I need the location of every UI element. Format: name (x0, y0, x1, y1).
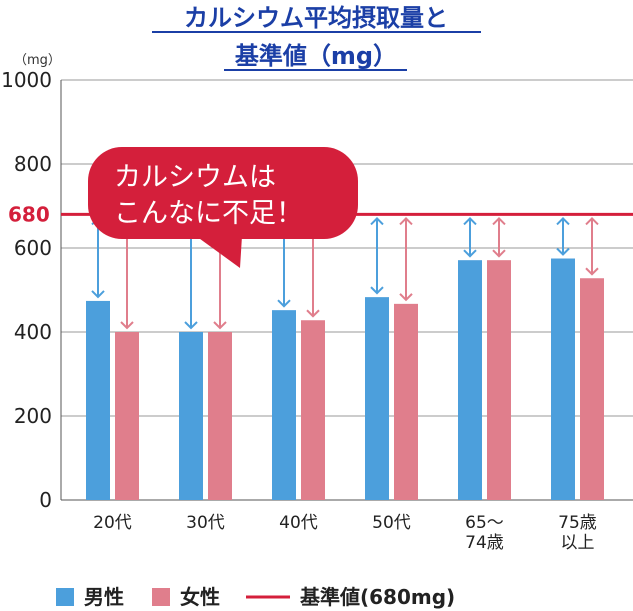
legend-swatch-male (56, 588, 74, 606)
arrow-head (399, 216, 413, 226)
bar-female (115, 332, 139, 500)
grid-lines (60, 79, 633, 501)
reference-value-label: 680 (8, 202, 50, 226)
y-tick-labels: 0 200 400 600 800 1000 (1, 68, 52, 512)
arrow-head (370, 286, 384, 295)
bar-male (551, 258, 575, 500)
arrow-head (585, 267, 599, 276)
arrow-head (120, 321, 134, 330)
y-tick-label: 400 (14, 320, 52, 344)
y-tick-label: 800 (14, 152, 52, 176)
arrow-head (492, 216, 506, 226)
arrow-head (184, 321, 198, 330)
callout-tail (196, 236, 242, 268)
legend-label-reference: 基準値(680mg) (300, 585, 455, 609)
bar-male (86, 300, 110, 500)
legend-label-male: 男性 (84, 585, 124, 609)
x-tick-label: 75歳 (558, 513, 597, 533)
bar-male (179, 332, 203, 500)
callout-text: カルシウムは (114, 162, 276, 193)
callout-body (88, 147, 358, 239)
arrow-head (277, 299, 291, 308)
arrow-head (306, 309, 320, 318)
arrow-head (585, 216, 599, 226)
bar-female (208, 332, 232, 500)
bar-female (301, 320, 325, 500)
x-tick-label: 20代 (93, 513, 132, 533)
x-tick-label: 30代 (186, 513, 225, 533)
arrow-head (463, 216, 477, 226)
callout-text: こんなに不足！ (114, 198, 303, 229)
arrow-head (492, 249, 506, 258)
bars (86, 258, 604, 500)
title-line-2: 基準値（mg） (235, 42, 397, 70)
bar-male (272, 310, 296, 500)
x-tick-label: 74歳 (465, 533, 504, 553)
arrow-head (91, 290, 105, 299)
y-unit-label: （mg） (14, 53, 61, 68)
legend-label-female: 女性 (180, 585, 220, 609)
bar-female (580, 278, 604, 500)
title-line-1: カルシウム平均摂取量と (184, 4, 448, 32)
bar-female (487, 260, 511, 500)
legend-swatch-female (152, 588, 170, 606)
y-tick-label: 0 (39, 488, 52, 512)
arrow-head (370, 216, 384, 226)
chart-title: カルシウム平均摂取量と 基準値（mg） (152, 4, 481, 71)
legend: 男性 女性 基準値(680mg) (56, 585, 455, 609)
y-tick-label: 1000 (1, 68, 52, 92)
x-tick-label: 40代 (279, 513, 318, 533)
arrow-head (213, 321, 227, 330)
arrow-head (399, 293, 413, 302)
arrow-head (463, 249, 477, 258)
bar-male (458, 260, 482, 500)
arrow-head (556, 247, 570, 256)
bar-male (365, 297, 389, 500)
bar-female (394, 303, 418, 500)
x-tick-label: 50代 (372, 513, 411, 533)
arrow-head (556, 216, 570, 226)
y-tick-label: 600 (14, 236, 52, 260)
x-tick-label: 以上 (561, 533, 595, 553)
y-tick-label: 200 (14, 404, 52, 428)
x-tick-label: 65～ (465, 513, 504, 533)
